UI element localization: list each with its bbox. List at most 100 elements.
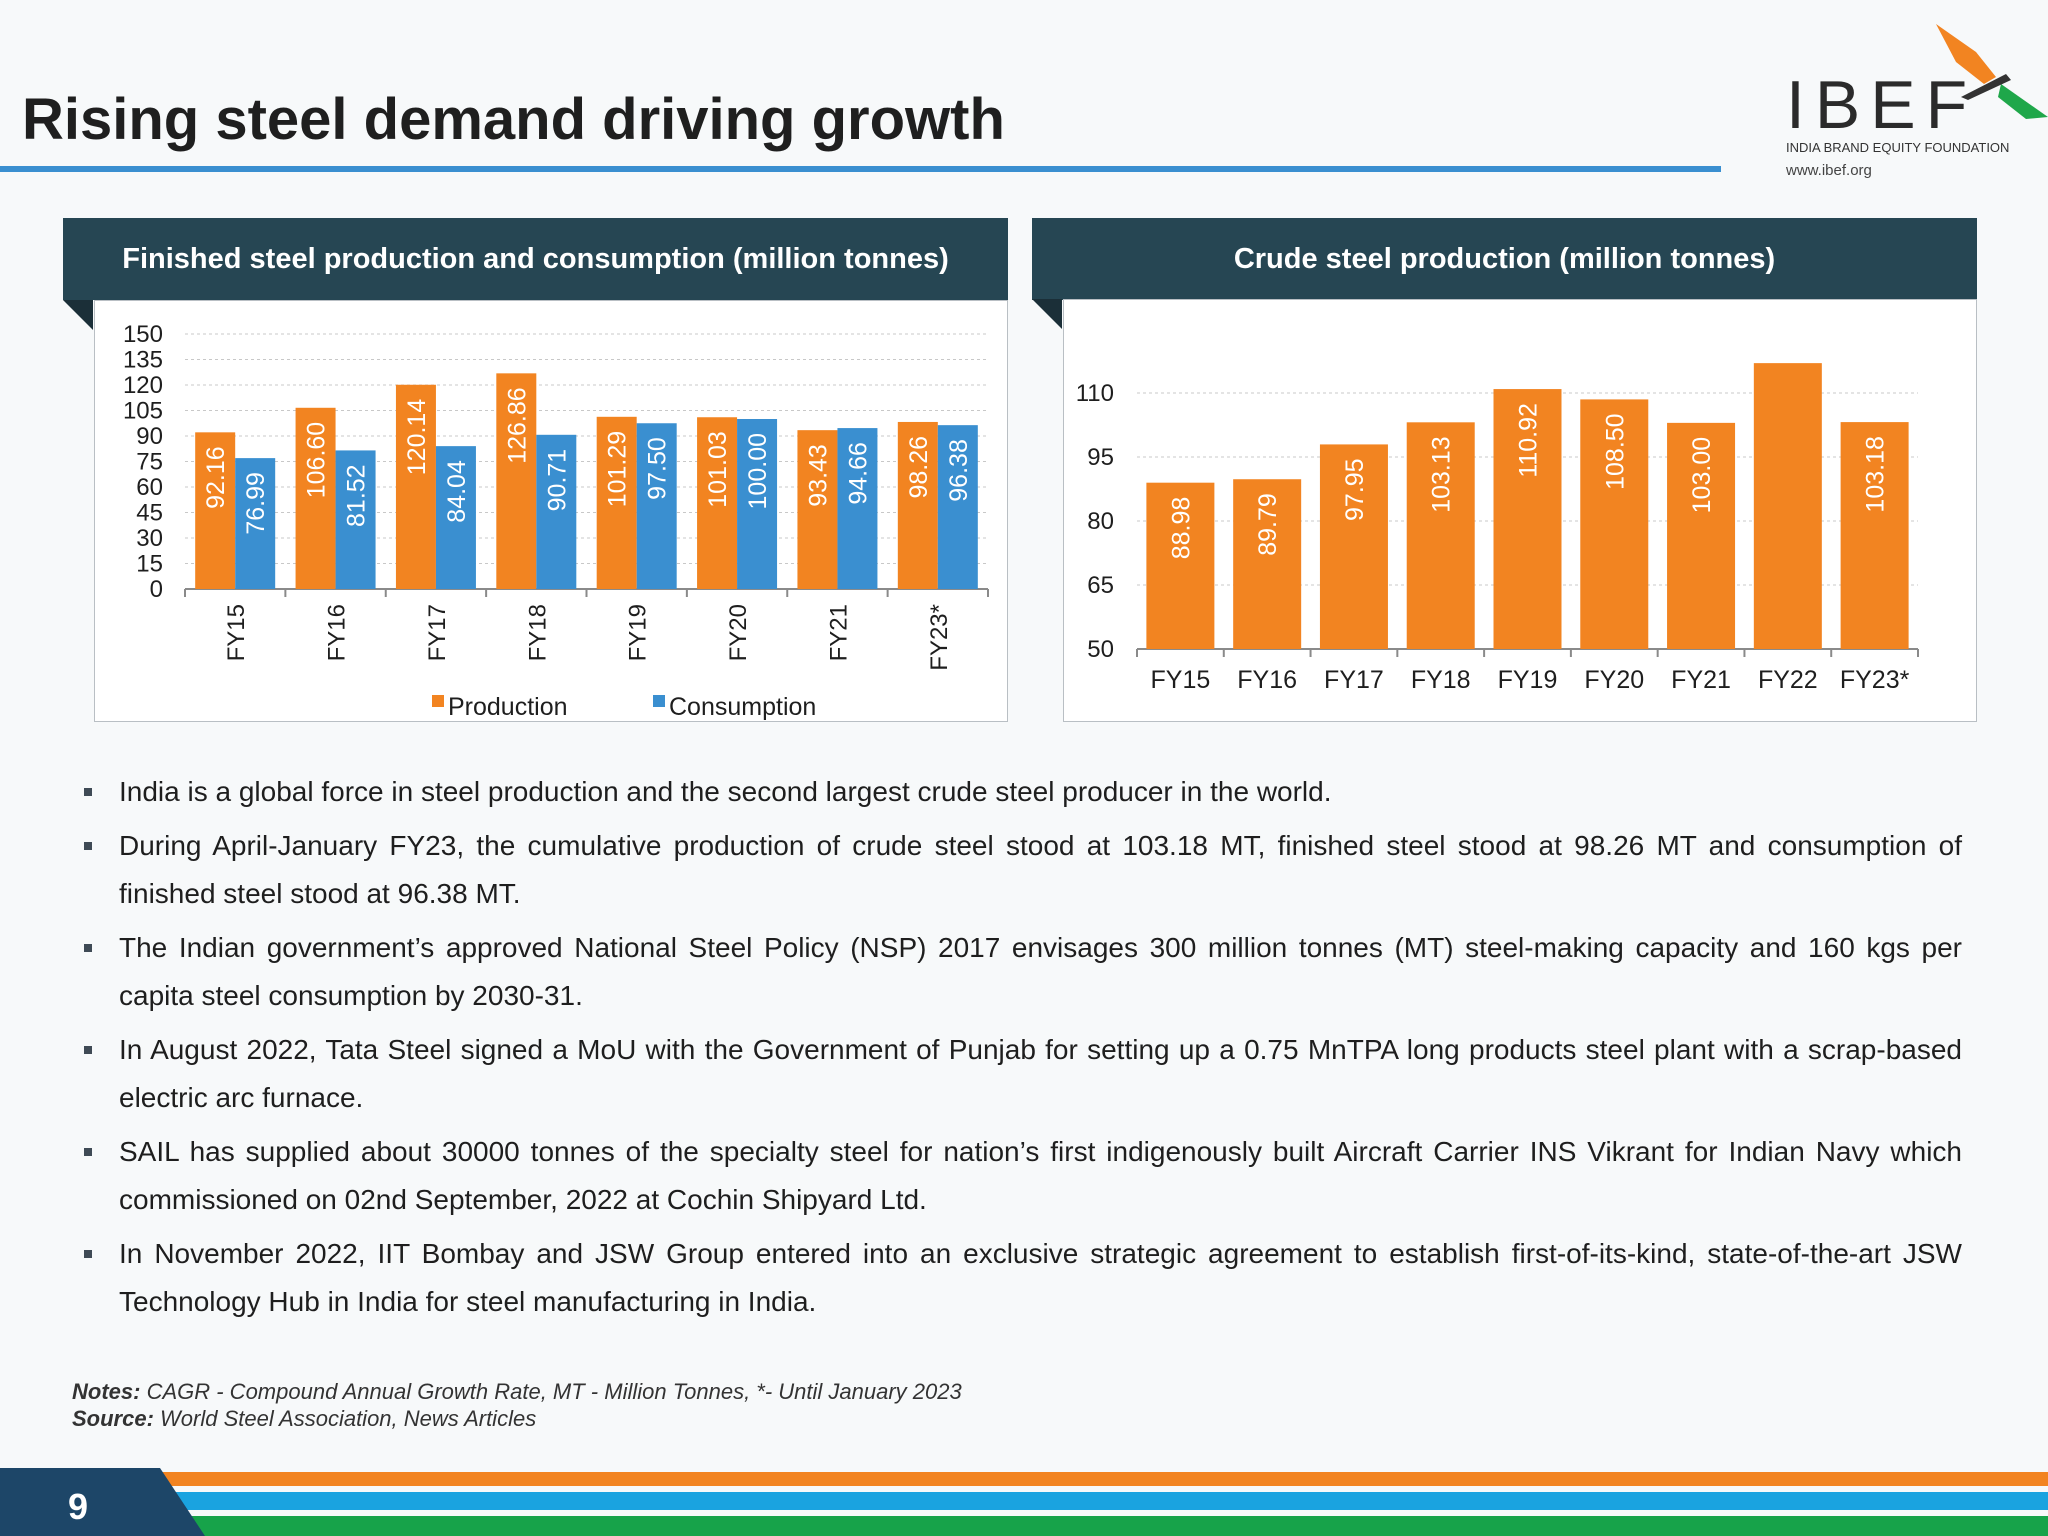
bar-data-label: 120.14 <box>403 399 431 476</box>
bar <box>496 373 537 589</box>
bar-data-label: 88.98 <box>1167 497 1195 560</box>
x-category-label: FY23* <box>1840 666 1910 694</box>
bar-data-label: 94.66 <box>844 442 872 505</box>
y-tick-label: 80 <box>1087 508 1114 535</box>
x-category-label: FY18 <box>1411 666 1471 694</box>
legend-label: Production <box>448 693 568 721</box>
bar <box>1667 422 1736 649</box>
notes-label: Notes: <box>72 1379 141 1404</box>
x-category-label: FY23* <box>926 604 953 671</box>
y-tick-label: 135 <box>123 347 163 374</box>
y-tick-label: 105 <box>123 398 163 425</box>
bar-data-label: 90.71 <box>543 449 571 512</box>
x-category-label: FY16 <box>324 604 351 661</box>
green-stripe <box>0 1516 2048 1536</box>
bird-logo-icon <box>1936 24 2048 119</box>
page-title: Rising steel demand driving growth <box>22 87 1005 152</box>
bar <box>797 430 838 589</box>
crude-steel-chart: 50 65 80 95 110 88.98 FY15 89.79 FY16 97.95 FY17 10… <box>1063 299 1977 722</box>
logo-url[interactable]: www.ibef.org <box>1786 162 1872 179</box>
y-tick-label: 30 <box>136 525 163 552</box>
legend-swatch <box>432 695 444 707</box>
bar-data-label: 96.38 <box>945 439 973 502</box>
y-tick-label: 150 <box>123 321 163 348</box>
bar-data-label: 100.00 <box>744 433 772 509</box>
y-tick-label: 50 <box>1087 636 1114 663</box>
bar <box>1233 479 1302 649</box>
ibef-logo: IBEF INDIA BRAND EQUITY FOUNDATION www.i… <box>1786 22 2048 187</box>
bar <box>937 425 978 589</box>
bar <box>897 421 938 589</box>
x-category-label: FY18 <box>524 604 551 661</box>
y-tick-label: 120 <box>123 372 163 399</box>
bullet-item: In November 2022, IIT Bombay and JSW Gro… <box>84 1230 1962 1326</box>
bullet-item: During April-January FY23, the cumulativ… <box>84 822 1962 918</box>
source-label: Source: <box>72 1406 154 1431</box>
y-tick-label: 90 <box>136 423 163 450</box>
x-category-label: FY15 <box>1151 666 1211 694</box>
legend-label: Consumption <box>669 693 816 721</box>
title-underline <box>0 166 1721 172</box>
crude-steel-chart-header: Crude steel production (million tonnes) <box>1032 218 1977 300</box>
orange-stripe <box>0 1472 2048 1486</box>
header-fold <box>1032 299 1062 329</box>
bar <box>636 423 677 589</box>
bar <box>335 450 376 589</box>
logo-name: IBEF <box>1786 67 1978 143</box>
bar-data-label: 108.50 <box>1601 413 1629 489</box>
x-category-label: FY20 <box>725 604 752 661</box>
bar-data-label: 84.04 <box>443 460 471 523</box>
bar <box>536 434 577 589</box>
notes-text: CAGR - Compound Annual Growth Rate, MT -… <box>140 1379 962 1404</box>
bar-data-label: 101.03 <box>704 431 732 507</box>
bar <box>1319 444 1388 649</box>
bar-data-label: 101.29 <box>604 431 632 507</box>
bar-data-label: 106.60 <box>303 422 331 498</box>
bullet-item: India is a global force in steel product… <box>84 768 1962 816</box>
bar <box>737 419 778 589</box>
x-category-label: FY20 <box>1584 666 1644 694</box>
bar <box>195 432 236 589</box>
bar <box>1493 389 1562 649</box>
bullet-item: The Indian government’s approved Nationa… <box>84 924 1962 1020</box>
bar <box>295 407 336 589</box>
x-category-label: FY16 <box>1237 666 1297 694</box>
header-fold <box>63 300 93 330</box>
bar <box>1406 422 1475 649</box>
bar <box>837 428 878 589</box>
bar <box>1146 482 1215 649</box>
bar <box>697 417 738 589</box>
bar-data-label: 103.18 <box>1862 436 1890 512</box>
y-tick-label: 60 <box>136 474 163 501</box>
bar-data-label: 89.79 <box>1254 493 1282 556</box>
y-tick-label: 15 <box>136 551 163 578</box>
bar-data-label: 92.16 <box>202 446 230 509</box>
bar-data-label: 81.52 <box>343 464 371 527</box>
source-text: World Steel Association, News Articles <box>153 1406 537 1431</box>
x-category-label: FY21 <box>825 604 852 661</box>
bar-data-label: 110.92 <box>1515 403 1543 478</box>
x-category-label: FY17 <box>1324 666 1384 694</box>
bar-data-label: 103.00 <box>1688 437 1716 513</box>
finished-steel-chart: 0 15 30 45 60 75 90 105 120 135 150 92.16 76.99 FY15 1… <box>94 300 1008 722</box>
bar <box>1753 363 1822 649</box>
y-tick-label: 110 <box>1076 380 1114 407</box>
bar <box>395 384 436 589</box>
blue-stripe <box>0 1492 2048 1510</box>
finished-steel-chart-header: Finished steel production and consumptio… <box>63 218 1008 300</box>
bullet-list: India is a global force in steel product… <box>84 768 1962 1332</box>
bar <box>235 458 276 589</box>
y-tick-label: 75 <box>136 449 163 476</box>
notes-block: Notes: CAGR - Compound Annual Growth Rat… <box>72 1378 962 1433</box>
bar <box>1840 422 1909 649</box>
x-category-label: FY17 <box>424 604 451 661</box>
x-category-label: FY19 <box>625 604 652 661</box>
bar-data-label: 93.43 <box>804 444 832 507</box>
x-category-label: FY21 <box>1671 666 1731 694</box>
bar-data-label: 98.26 <box>905 436 933 499</box>
y-tick-label: 0 <box>150 576 163 603</box>
bar-data-label: 103.13 <box>1428 436 1456 512</box>
logo-subtitle: INDIA BRAND EQUITY FOUNDATION <box>1786 140 2010 155</box>
y-tick-label: 95 <box>1087 444 1114 471</box>
